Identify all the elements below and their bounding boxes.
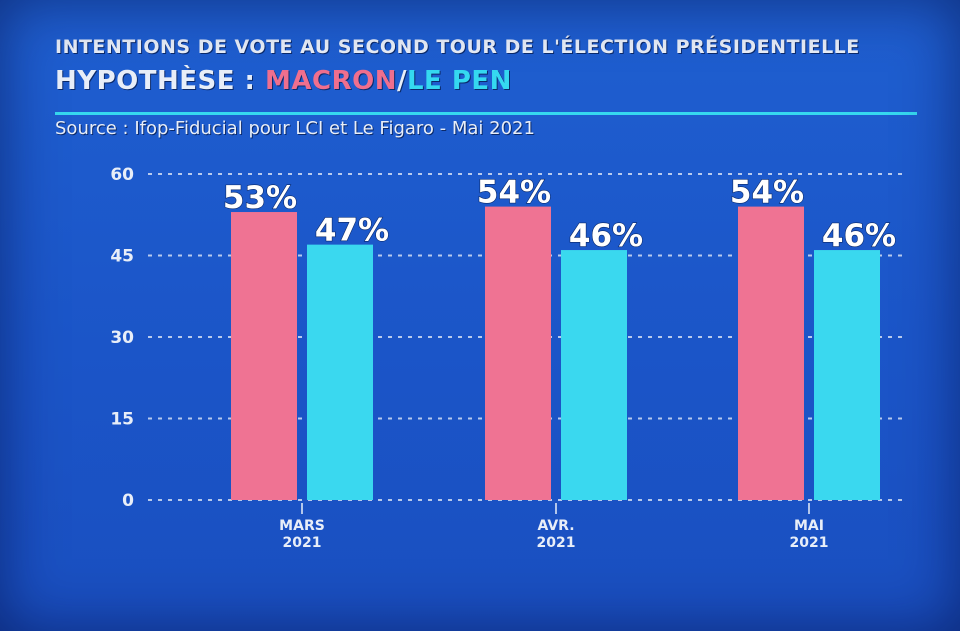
data-label-le-pen-1: 47% xyxy=(315,213,389,249)
x-tick-label-3-2: 2021 xyxy=(790,535,829,551)
data-label-macron-1: 53% xyxy=(223,180,297,216)
y-tick-label-15: 15 xyxy=(110,410,134,430)
x-tick-label-1-2: 2021 xyxy=(283,535,322,551)
data-label-le-pen-3: 46% xyxy=(822,218,896,254)
x-tick-label-2-2: 2021 xyxy=(537,535,576,551)
header-divider xyxy=(55,112,917,115)
bar-macron-3 xyxy=(738,206,804,500)
data-label-macron-3: 54% xyxy=(730,175,804,211)
bar-le-pen-3 xyxy=(814,250,880,500)
x-tick-label-3-1: MAI xyxy=(794,518,824,534)
data-label-le-pen-2: 46% xyxy=(569,218,643,254)
bar-macron-2 xyxy=(485,206,551,500)
subtitle-series-a: MACRON xyxy=(265,66,397,96)
chart-title: INTENTIONS DE VOTE AU SECOND TOUR DE L'É… xyxy=(55,36,860,58)
y-tick-label-45: 45 xyxy=(110,247,134,267)
subtitle-series-b: LE PEN xyxy=(406,66,512,96)
data-label-macron-2: 54% xyxy=(477,175,551,211)
y-tick-label-30: 30 xyxy=(110,328,134,348)
chart-subtitle: HYPOTHÈSE : MACRON/LE PEN xyxy=(55,66,512,96)
subtitle-prefix: HYPOTHÈSE : xyxy=(55,66,265,96)
y-tick-label-0: 0 xyxy=(122,491,134,511)
y-tick-label-60: 60 xyxy=(110,165,134,185)
source-note: Source : Ifop-Fiducial pour LCI et Le Fi… xyxy=(55,118,535,139)
x-tick-label-2-1: AVR. xyxy=(537,518,574,534)
x-tick-label-1-1: MARS xyxy=(279,518,325,534)
subtitle-separator: / xyxy=(396,66,407,96)
bar-macron-1 xyxy=(231,212,297,501)
bar-le-pen-1 xyxy=(307,244,373,500)
bar-le-pen-2 xyxy=(561,250,627,500)
